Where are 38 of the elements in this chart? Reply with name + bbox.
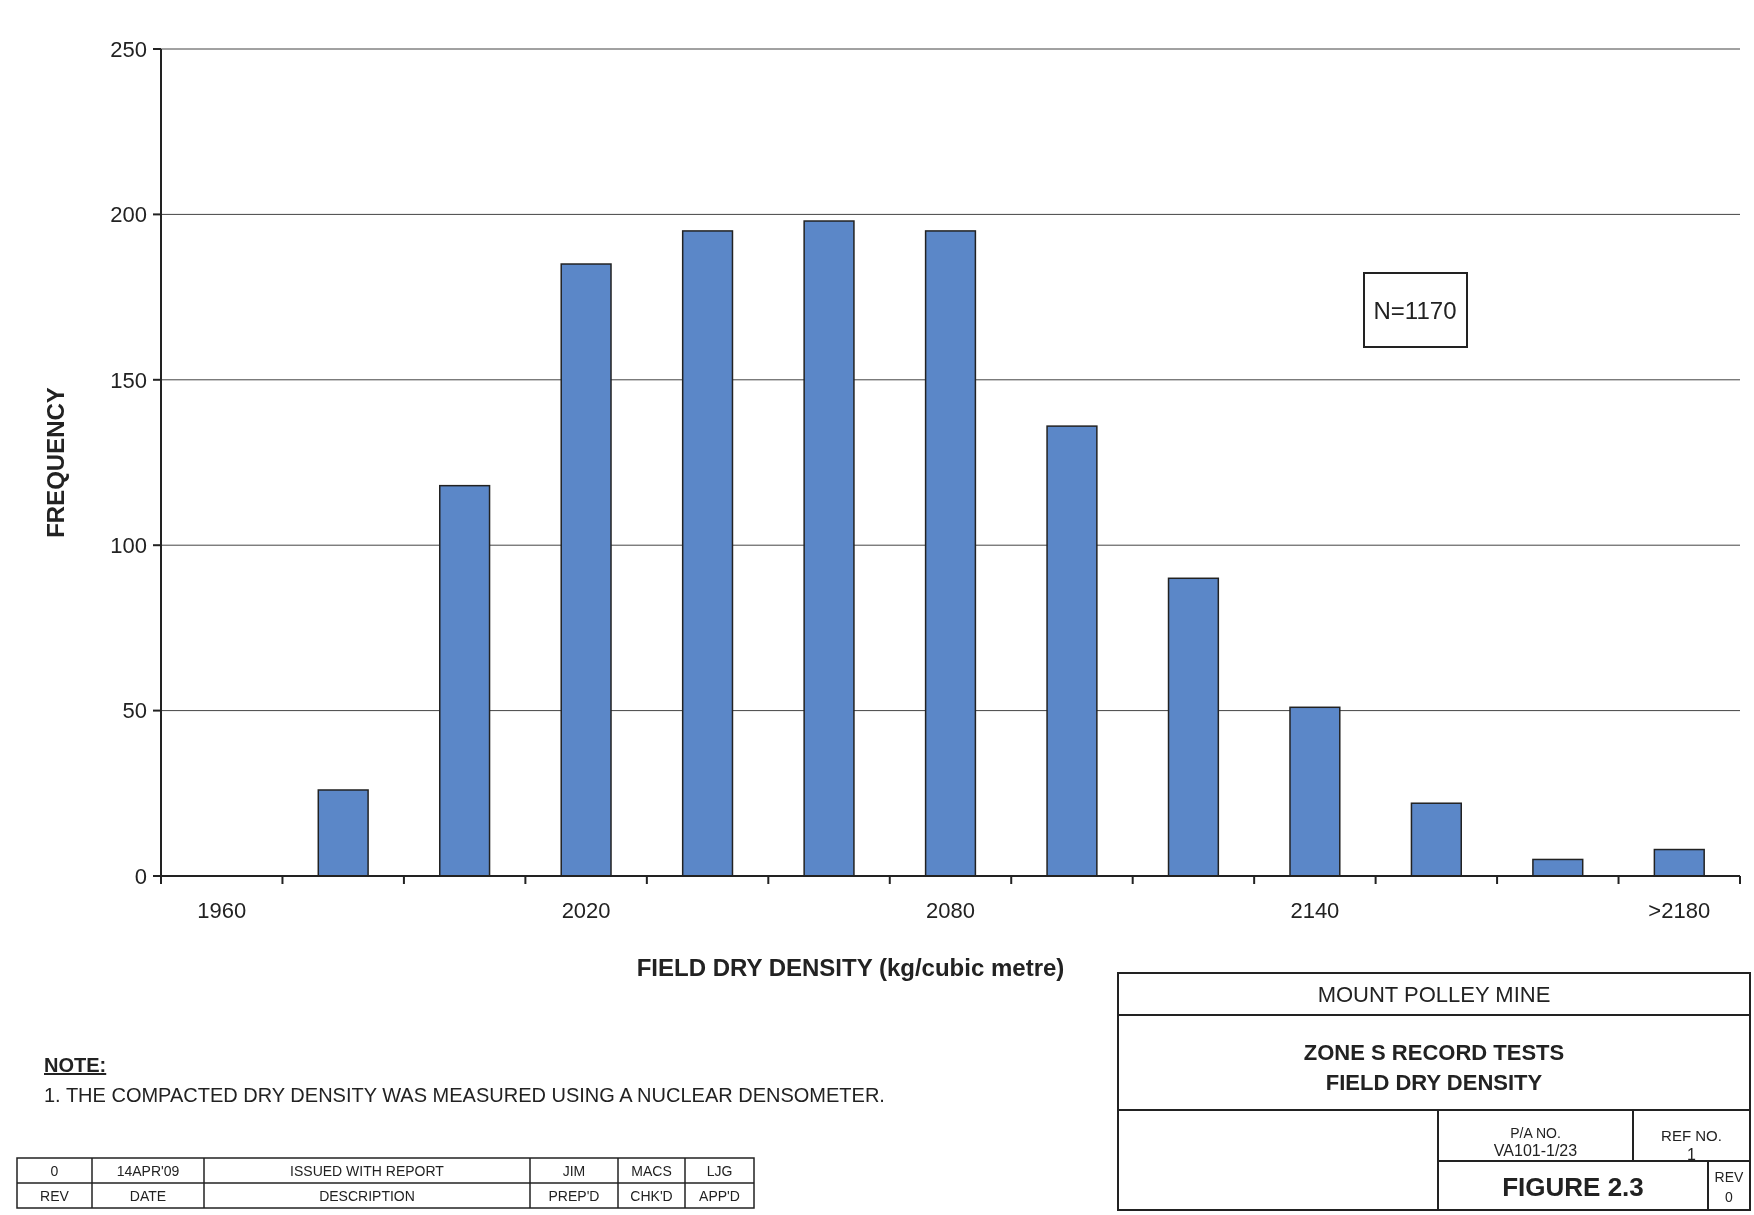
caption: FIGURE 2.3 xyxy=(1502,1172,1644,1202)
text: ISSUED WITH REPORT xyxy=(290,1162,445,1179)
text: REV xyxy=(1714,1169,1745,1185)
text: PREP'D xyxy=(548,1187,600,1204)
y-tick-label: 150 xyxy=(110,367,147,393)
x-axis-title: FIELD DRY DENSITY (kg/cubic metre) xyxy=(636,954,1065,981)
text: JIM xyxy=(562,1162,586,1179)
x-tick-label: 2140 xyxy=(1290,898,1340,923)
text: FIELD DRY DENSITY xyxy=(1325,1070,1543,1095)
text: APP'D xyxy=(699,1187,740,1204)
annotation: N=1170 xyxy=(1373,297,1457,324)
x-tick-label: 2020 xyxy=(561,898,611,923)
text: MACS xyxy=(631,1162,672,1179)
text: 14APR'09 xyxy=(116,1162,180,1179)
y-axis-title: FREQUENCY xyxy=(42,387,69,538)
y-tick-label: 250 xyxy=(110,36,147,62)
y-tick-label: 0 xyxy=(134,863,147,889)
text: CHK'D xyxy=(630,1187,673,1204)
text: LJG xyxy=(706,1162,733,1179)
x-tick-label: 1960 xyxy=(197,898,247,923)
text: REF NO. xyxy=(1661,1127,1722,1144)
y-tick-label: 50 xyxy=(122,698,147,724)
text: VA101-1/23 xyxy=(1493,1142,1578,1159)
x-tick-label: >2180 xyxy=(1648,898,1711,923)
text: DATE xyxy=(129,1187,167,1204)
text: P/A NO. xyxy=(1510,1125,1561,1141)
y-tick-label: 100 xyxy=(110,532,147,558)
text: ZONE S RECORD TESTS xyxy=(1303,1040,1565,1065)
text: 0 xyxy=(50,1162,59,1179)
text: 1 xyxy=(1687,1146,1697,1163)
text: 1. THE COMPACTED DRY DENSITY WAS MEASURED USING A NUCLEAR DENSOMETER. xyxy=(44,1084,885,1106)
x-tick-label: 2080 xyxy=(926,898,975,923)
text: REV xyxy=(40,1187,70,1204)
text: DESCRIPTION xyxy=(319,1187,415,1204)
text: MOUNT POLLEY MINE xyxy=(1317,982,1551,1007)
text: NOTE: xyxy=(44,1054,107,1076)
y-tick-label: 200 xyxy=(110,202,147,228)
text: 0 xyxy=(1725,1189,1734,1205)
